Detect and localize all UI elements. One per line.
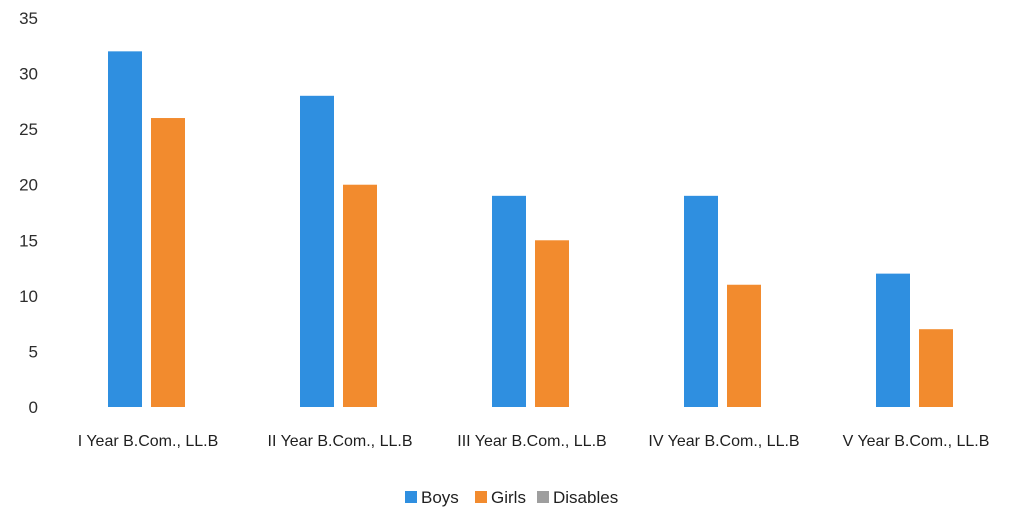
y-tick-label: 35 (19, 9, 38, 28)
y-tick-label: 0 (29, 398, 38, 417)
x-category-label: IV Year B.Com., LL.B (648, 433, 799, 450)
legend-swatch-boys (405, 491, 417, 503)
y-tick-label: 10 (19, 287, 38, 306)
x-category-label: V Year B.Com., LL.B (843, 433, 990, 450)
bar-girls-1 (343, 184, 377, 407)
legend-label-girls: Girls (491, 488, 526, 507)
y-axis-ticks: 0 5 10 15 20 25 30 35 (19, 9, 38, 417)
bar-boys-0 (108, 51, 142, 407)
x-category-label: II Year B.Com., LL.B (268, 433, 413, 450)
bar-boys-3 (684, 195, 718, 407)
y-tick-label: 15 (19, 231, 38, 250)
legend-swatch-disables (537, 491, 549, 503)
legend: Boys Girls Disables (405, 488, 618, 507)
bars (108, 51, 953, 408)
bar-boys-4 (876, 273, 910, 407)
legend-label-disables: Disables (553, 488, 618, 507)
x-axis-labels: I Year B.Com., LL.B II Year B.Com., LL.B I… (78, 433, 990, 450)
legend-label-boys: Boys (421, 488, 459, 507)
bar-girls-0 (151, 118, 185, 408)
y-tick-label: 30 (19, 65, 38, 84)
y-tick-label: 20 (19, 176, 38, 195)
x-category-label: I Year B.Com., LL.B (78, 433, 219, 450)
legend-swatch-girls (475, 491, 487, 503)
y-tick-label: 25 (19, 120, 38, 139)
bar-girls-2 (535, 240, 569, 407)
bar-girls-3 (727, 284, 761, 407)
bar-boys-1 (300, 95, 334, 408)
bar-boys-2 (492, 195, 526, 407)
bar-girls-4 (919, 329, 953, 407)
y-tick-label: 5 (29, 342, 38, 361)
x-category-label: III Year B.Com., LL.B (457, 433, 606, 450)
